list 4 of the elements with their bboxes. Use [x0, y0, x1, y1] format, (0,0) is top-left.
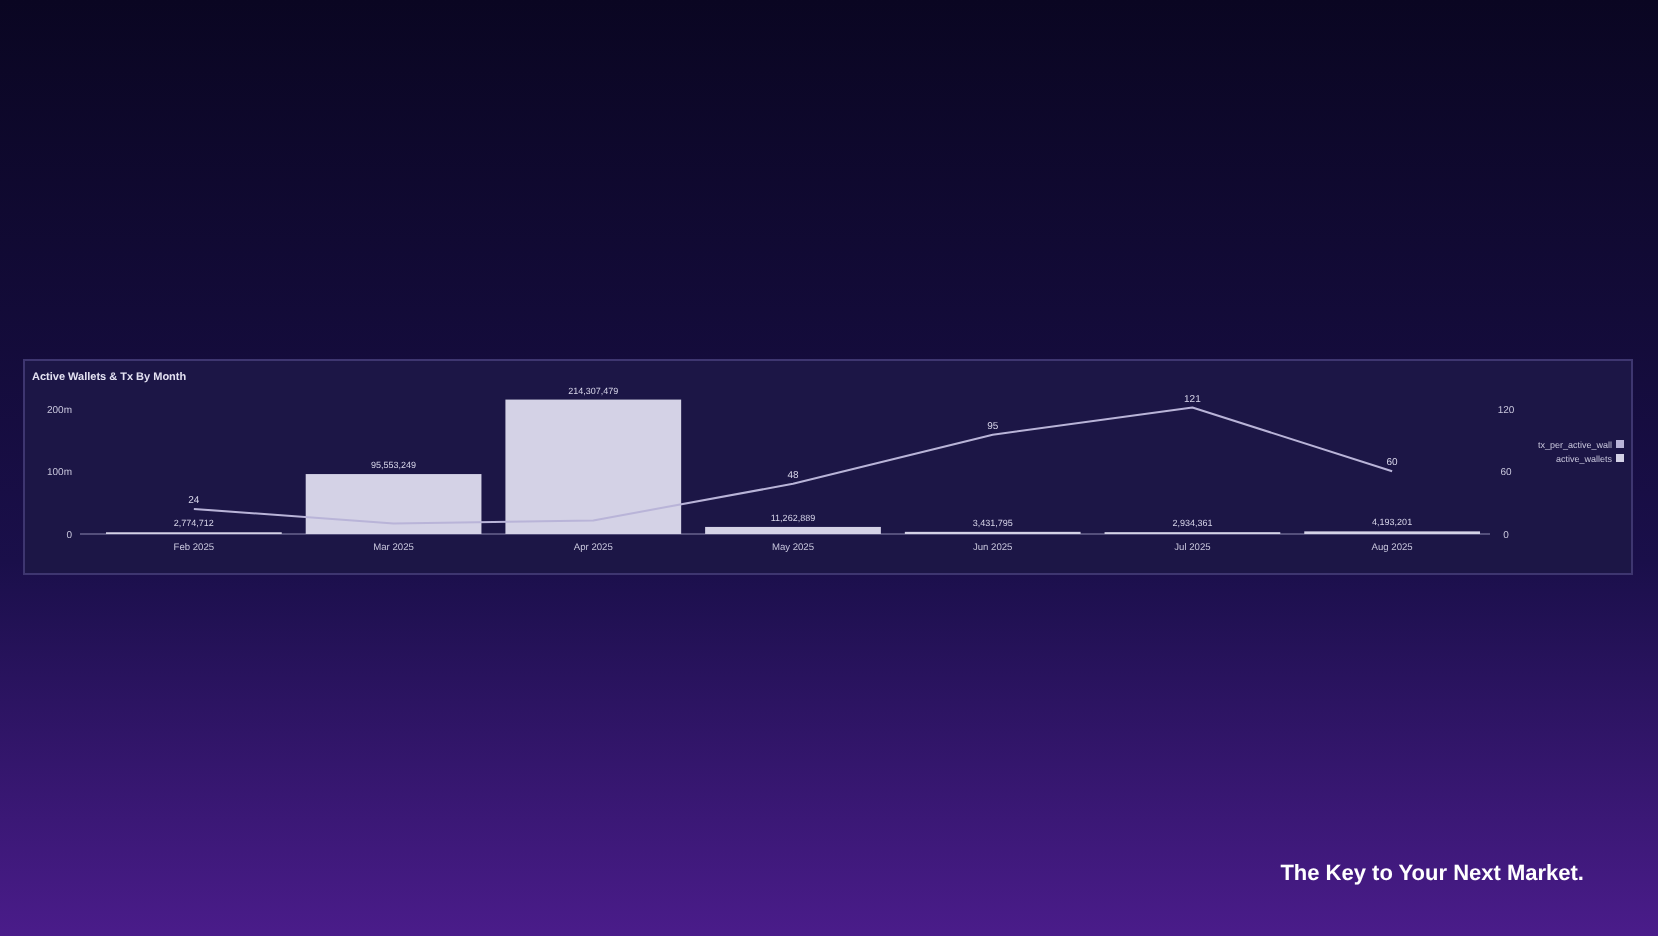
text: The Key to Your Next Market. [1280, 862, 1584, 886]
bar [305, 474, 482, 534]
bar [705, 526, 881, 534]
bar [505, 399, 682, 534]
